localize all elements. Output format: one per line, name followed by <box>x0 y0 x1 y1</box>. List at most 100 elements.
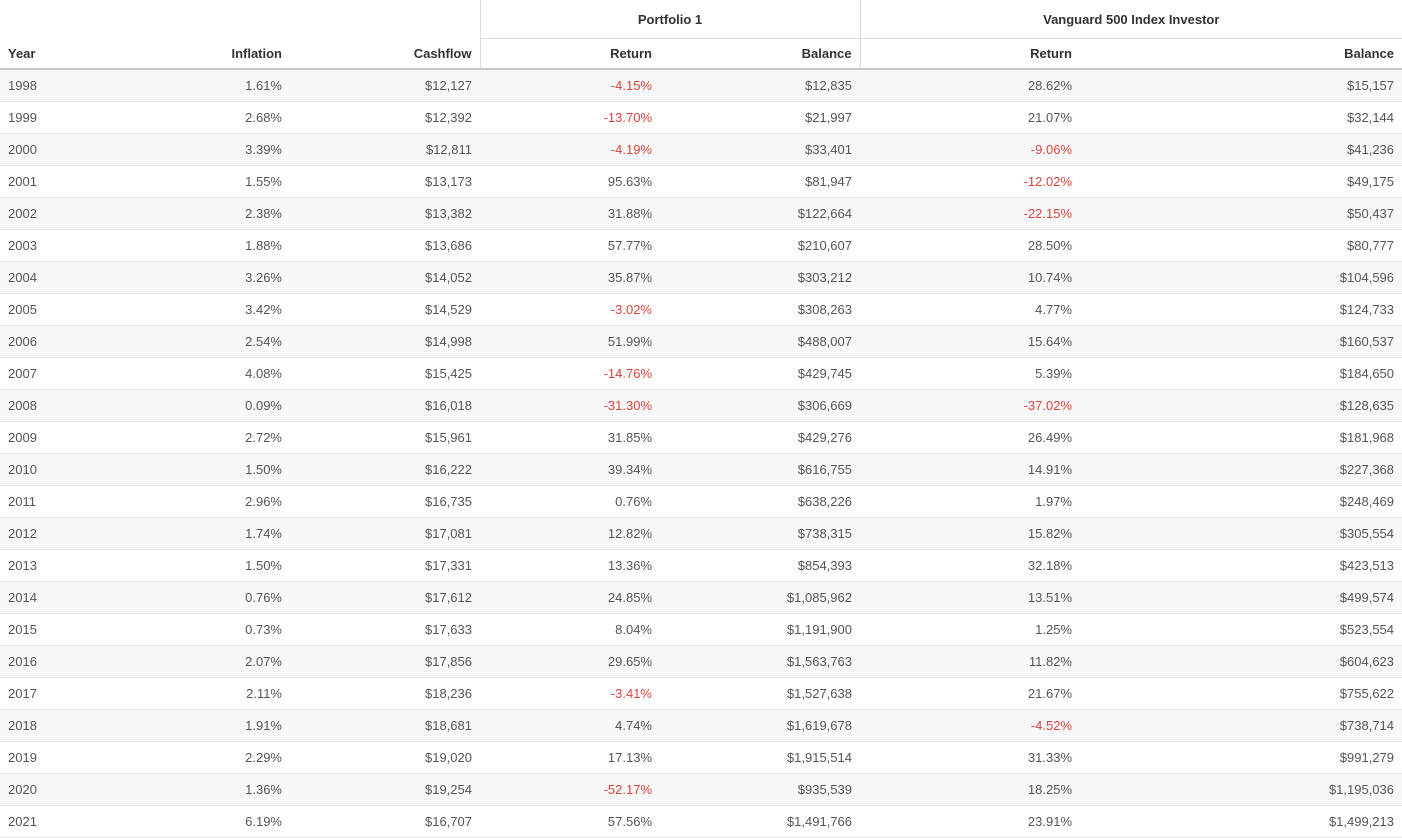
table-cell: $16,222 <box>290 453 480 486</box>
table-cell: 6.19% <box>185 805 290 838</box>
table-cell: -13.70% <box>480 101 660 134</box>
column-header-p1-balance: Balance <box>660 38 860 70</box>
table-cell: $13,382 <box>290 197 480 230</box>
table-cell: $248,469 <box>1080 485 1402 518</box>
table-cell: $1,195,036 <box>1080 773 1402 806</box>
table-cell: 2009 <box>0 421 185 454</box>
column-header-row: Year Inflation Cashflow Return Balance R… <box>0 38 1402 70</box>
table-cell: $33,401 <box>660 133 860 166</box>
table-cell: 2001 <box>0 165 185 198</box>
table-cell: $423,513 <box>1080 549 1402 582</box>
table-cell: $12,835 <box>660 69 860 102</box>
table-cell: $19,254 <box>290 773 480 806</box>
table-cell: $16,735 <box>290 485 480 518</box>
table-cell: 1.74% <box>185 517 290 550</box>
table-row: 2009 2.72% $15,961 31.85% $429,276 26.49% $181… <box>0 421 1402 454</box>
table-cell: $17,633 <box>290 613 480 646</box>
table-cell: 1.61% <box>185 69 290 102</box>
table-cell: 2014 <box>0 581 185 614</box>
table-cell: $935,539 <box>660 773 860 806</box>
table-cell: $14,052 <box>290 261 480 294</box>
table-cell: $17,612 <box>290 581 480 614</box>
table-row: 2018 1.91% $18,681 4.74% $1,619,678 -4.52% $73… <box>0 709 1402 742</box>
table-cell: 17.13% <box>480 741 660 774</box>
table-cell: $80,777 <box>1080 229 1402 262</box>
table-cell: $14,529 <box>290 293 480 326</box>
table-cell: 3.42% <box>185 293 290 326</box>
table-cell: 29.65% <box>480 645 660 678</box>
table-cell: 2.72% <box>185 421 290 454</box>
table-row: 2020 1.36% $19,254 -52.17% $935,539 18.25% $1,… <box>0 773 1402 806</box>
table-cell: 2002 <box>0 197 185 230</box>
table-cell: $616,755 <box>660 453 860 486</box>
table-cell: $18,236 <box>290 677 480 710</box>
table-cell: -4.19% <box>480 133 660 166</box>
table-cell: 4.77% <box>860 293 1080 326</box>
table-row: 2001 1.55% $13,173 95.63% $81,947 -12.02% $49,… <box>0 165 1402 198</box>
group-header-portfolio-1: Portfolio 1 <box>479 0 860 39</box>
table-cell: -4.52% <box>860 709 1080 742</box>
table-cell: 2010 <box>0 453 185 486</box>
table-row: 2015 0.73% $17,633 8.04% $1,191,900 1.25% $523… <box>0 613 1402 646</box>
column-header-year: Year <box>0 38 185 70</box>
table-cell: 2003 <box>0 229 185 262</box>
table-row: 2008 0.09% $16,018 -31.30% $306,669 -37.02% $1… <box>0 389 1402 422</box>
table-cell: $499,574 <box>1080 581 1402 614</box>
table-cell: $12,811 <box>290 133 480 166</box>
table-cell: $306,669 <box>660 389 860 422</box>
table-cell: $429,276 <box>660 421 860 454</box>
table-cell: -4.15% <box>480 69 660 102</box>
table-cell: $305,554 <box>1080 517 1402 550</box>
table-cell: $19,020 <box>290 741 480 774</box>
table-cell: 1.97% <box>860 485 1080 518</box>
table-cell: -52.17% <box>480 773 660 806</box>
table-cell: $17,331 <box>290 549 480 582</box>
table-cell: 1.36% <box>185 773 290 806</box>
table-cell: 2.29% <box>185 741 290 774</box>
table-cell: $1,085,962 <box>660 581 860 614</box>
table-cell: 0.73% <box>185 613 290 646</box>
table-cell: 10.74% <box>860 261 1080 294</box>
table-cell: $738,315 <box>660 517 860 550</box>
table-cell: 2.68% <box>185 101 290 134</box>
table-row: 2012 1.74% $17,081 12.82% $738,315 15.82% $305… <box>0 517 1402 550</box>
table-cell: $1,619,678 <box>660 709 860 742</box>
table-cell: 8.04% <box>480 613 660 646</box>
table-cell: $1,915,514 <box>660 741 860 774</box>
table-row: 2011 2.96% $16,735 0.76% $638,226 1.97% $248,4… <box>0 485 1402 518</box>
table-row: 1999 2.68% $12,392 -13.70% $21,997 21.07% $32,… <box>0 101 1402 134</box>
table-cell: 4.08% <box>185 357 290 390</box>
table-cell: 1.91% <box>185 709 290 742</box>
table-cell: 3.26% <box>185 261 290 294</box>
table-cell: 51.99% <box>480 325 660 358</box>
table-row: 1998 1.61% $12,127 -4.15% $12,835 28.62% $15,1… <box>0 69 1402 102</box>
table-row: 2000 3.39% $12,811 -4.19% $33,401 -9.06% $41,2… <box>0 133 1402 166</box>
table-cell: 0.76% <box>480 485 660 518</box>
table-cell: 3.39% <box>185 133 290 166</box>
table-cell: $16,707 <box>290 805 480 838</box>
group-header-spacer <box>0 0 480 39</box>
table-cell: $604,623 <box>1080 645 1402 678</box>
table-cell: $15,425 <box>290 357 480 390</box>
table-cell: 12.82% <box>480 517 660 550</box>
table-row: 2021 6.19% $16,707 57.56% $1,491,766 23.91% $1… <box>0 805 1402 838</box>
table-cell: 2019 <box>0 741 185 774</box>
table-cell: 1.88% <box>185 229 290 262</box>
table-cell: $1,491,766 <box>660 805 860 838</box>
table-cell: 57.56% <box>480 805 660 838</box>
table-cell: 23.91% <box>860 805 1080 838</box>
table-cell: 35.87% <box>480 261 660 294</box>
table-row: 2017 2.11% $18,236 -3.41% $1,527,638 21.67% $7… <box>0 677 1402 710</box>
table-cell: $227,368 <box>1080 453 1402 486</box>
table-cell: 4.74% <box>480 709 660 742</box>
table-body: 1998 1.61% $12,127 -4.15% $12,835 28.62% $15,1… <box>0 69 1402 838</box>
table-cell: 2004 <box>0 261 185 294</box>
table-row: 2016 2.07% $17,856 29.65% $1,563,763 11.82% $6… <box>0 645 1402 678</box>
table-cell: 28.62% <box>860 69 1080 102</box>
table-cell: 2.38% <box>185 197 290 230</box>
column-header-vanguard-return: Return <box>859 38 1080 70</box>
table-cell: 2008 <box>0 389 185 422</box>
table-cell: 2005 <box>0 293 185 326</box>
